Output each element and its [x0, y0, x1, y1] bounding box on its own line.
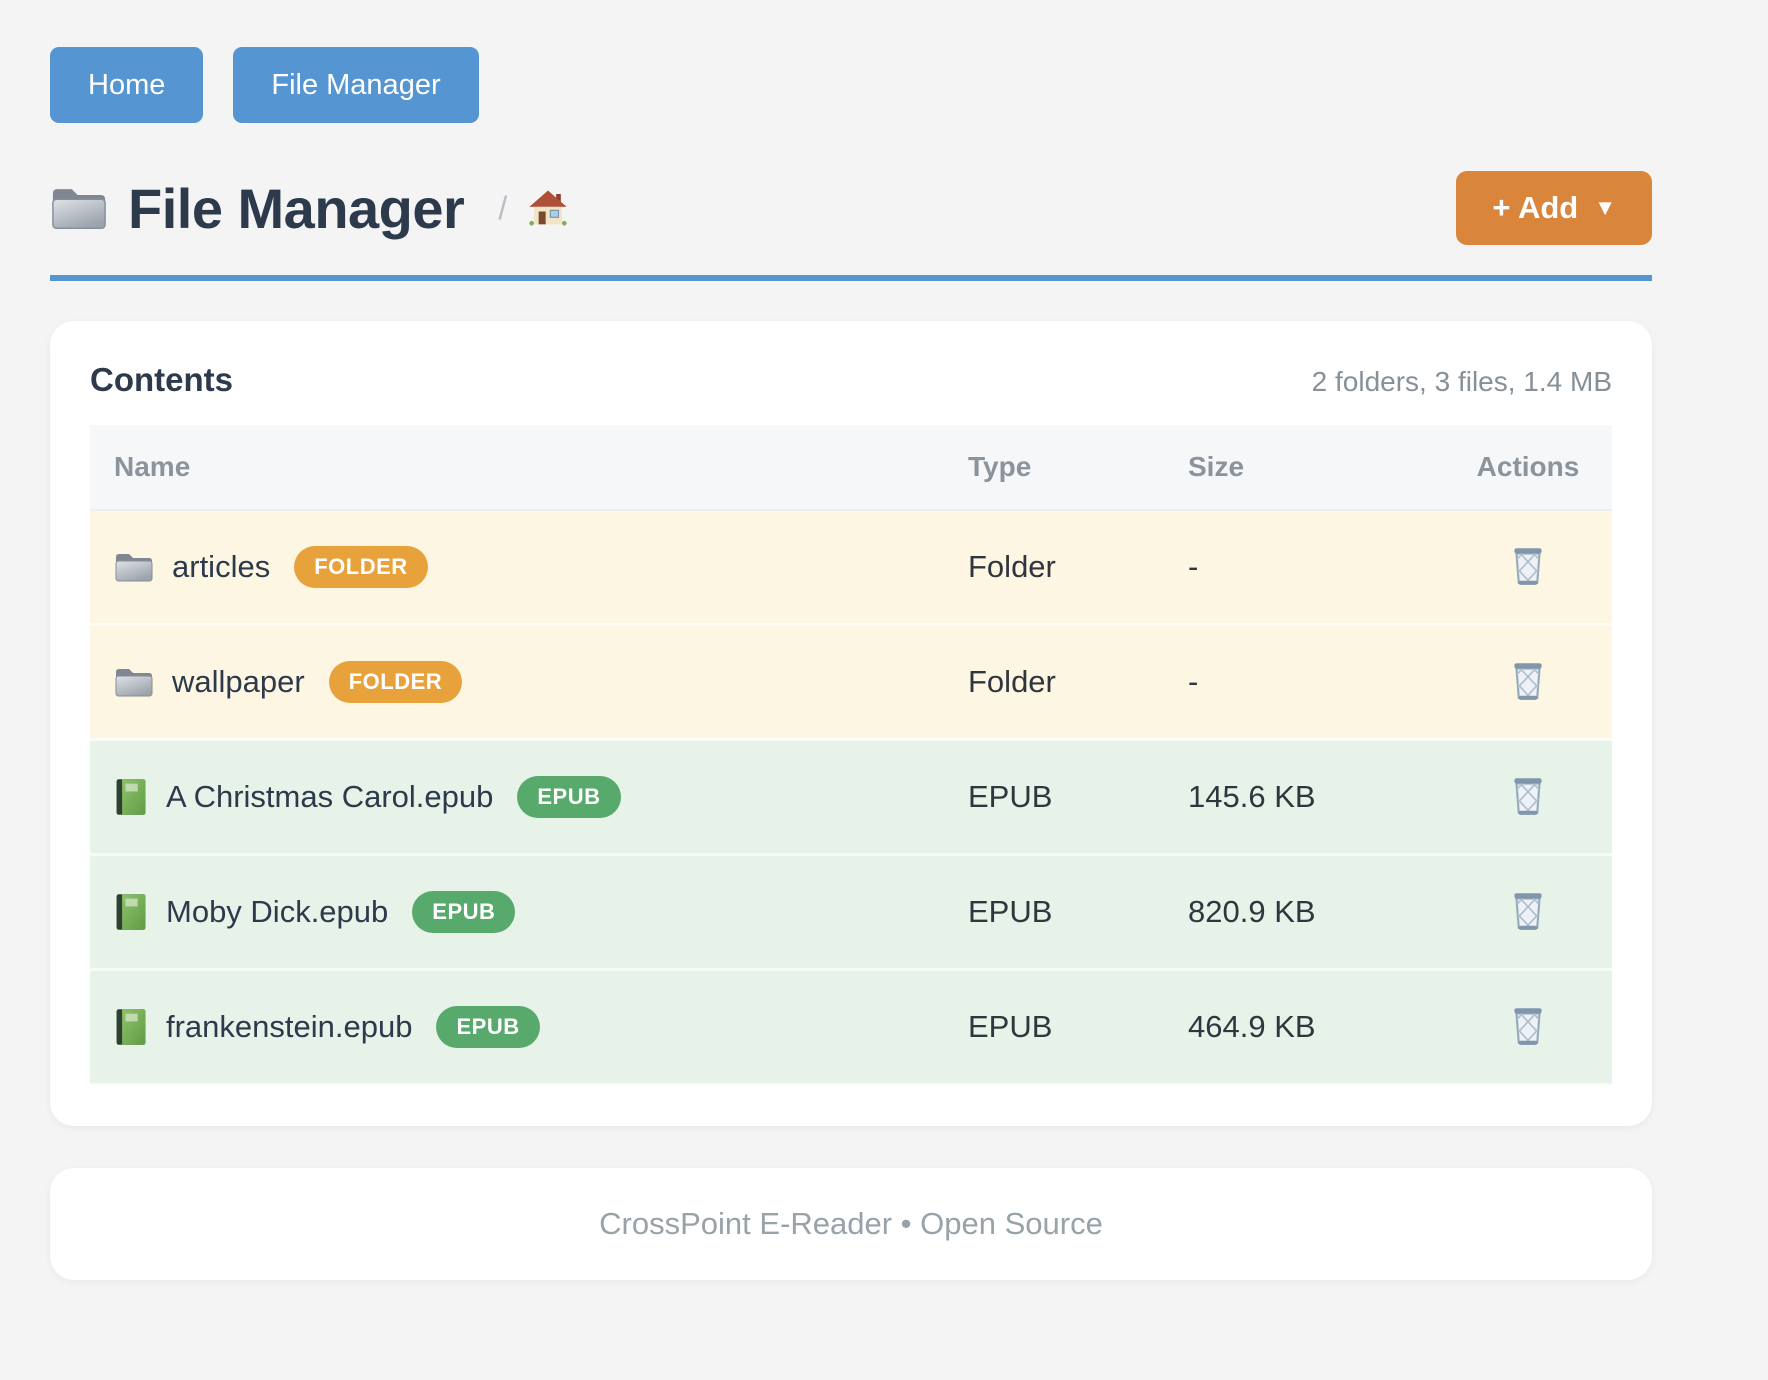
delete-button[interactable]	[1504, 539, 1552, 591]
type-badge: EPUB	[412, 891, 516, 933]
row-name[interactable]: wallpaper	[172, 664, 305, 699]
home-breadcrumb-icon[interactable]	[527, 188, 569, 228]
type-badge: EPUB	[517, 776, 621, 818]
type-cell-text: EPUB	[968, 779, 1053, 814]
folder-icon	[114, 665, 154, 699]
size-cell: 464.9 KB	[1164, 970, 1444, 1085]
type-badge: EPUB	[436, 1006, 540, 1048]
footer: CrossPoint E-Reader • Open Source	[50, 1168, 1652, 1280]
row-name[interactable]: A Christmas Carol.epub	[166, 779, 494, 814]
table-row[interactable]: Moby Dick.epub EPUB EPUB 820.9 KB	[90, 854, 1612, 970]
nav-file-manager-button[interactable]: File Manager	[233, 47, 479, 123]
row-name[interactable]: articles	[172, 549, 271, 584]
caret-down-icon: ▼	[1594, 195, 1616, 220]
add-button-label: + Add	[1492, 190, 1579, 225]
table-row[interactable]: A Christmas Carol.epub EPUB EPUB 145.6 K…	[90, 739, 1612, 855]
page-title: File Manager	[128, 176, 465, 240]
trash-icon	[1508, 888, 1548, 932]
table-row[interactable]: wallpaper FOLDER Folder -	[90, 624, 1612, 740]
size-cell-text: 145.6 KB	[1188, 779, 1316, 814]
type-cell: EPUB	[944, 740, 1164, 855]
add-button[interactable]: + Add ▼	[1456, 171, 1652, 245]
type-cell-text: Folder	[968, 549, 1056, 584]
type-cell: EPUB	[944, 970, 1164, 1085]
file-table: Name Type Size Actions articles FOLDER	[90, 425, 1612, 1086]
size-cell-text: 464.9 KB	[1188, 1009, 1316, 1044]
type-cell-text: Folder	[968, 664, 1056, 699]
type-cell: Folder	[944, 510, 1164, 625]
table-body: articles FOLDER Folder -	[90, 510, 1612, 1085]
delete-button[interactable]	[1504, 769, 1552, 821]
type-cell-text: EPUB	[968, 894, 1053, 929]
size-cell-text: 820.9 KB	[1188, 894, 1316, 929]
type-badge: FOLDER	[294, 546, 428, 588]
book-icon	[114, 777, 148, 817]
trash-icon	[1508, 543, 1548, 587]
book-icon	[114, 1007, 148, 1047]
size-cell: -	[1164, 510, 1444, 625]
header-divider	[50, 275, 1652, 281]
folder-icon	[114, 550, 154, 584]
type-cell-text: EPUB	[968, 1009, 1053, 1044]
column-header-size: Size	[1164, 425, 1444, 511]
delete-button[interactable]	[1504, 884, 1552, 936]
trash-icon	[1508, 658, 1548, 702]
size-cell: -	[1164, 625, 1444, 740]
page: Home File Manager File Manager /	[50, 0, 1652, 1280]
trash-icon	[1508, 773, 1548, 817]
page-header: File Manager / + Add ▼	[50, 171, 1652, 245]
size-cell-text: -	[1188, 549, 1199, 584]
delete-button[interactable]	[1504, 654, 1552, 706]
size-cell: 145.6 KB	[1164, 740, 1444, 855]
size-cell-text: -	[1188, 664, 1199, 699]
row-name[interactable]: frankenstein.epub	[166, 1009, 413, 1044]
contents-heading: Contents	[90, 361, 233, 398]
column-header-actions: Actions	[1444, 425, 1612, 511]
contents-summary: 2 folders, 3 files, 1.4 MB	[1311, 366, 1612, 397]
breadcrumb-separator: /	[498, 189, 508, 226]
size-cell: 820.9 KB	[1164, 855, 1444, 970]
book-icon	[114, 892, 148, 932]
table-row[interactable]: articles FOLDER Folder -	[90, 510, 1612, 625]
contents-card: Contents 2 folders, 3 files, 1.4 MB Name…	[50, 321, 1652, 1126]
column-header-type: Type	[944, 425, 1164, 511]
table-row[interactable]: frankenstein.epub EPUB EPUB 464.9 KB	[90, 969, 1612, 1085]
trash-icon	[1508, 1003, 1548, 1047]
nav-home-button[interactable]: Home	[50, 47, 204, 123]
delete-button[interactable]	[1504, 999, 1552, 1051]
footer-text: CrossPoint E-Reader • Open Source	[599, 1206, 1103, 1241]
type-badge: FOLDER	[328, 661, 463, 703]
type-cell: EPUB	[944, 855, 1164, 970]
folder-icon	[50, 183, 108, 233]
table-header-row: Name Type Size Actions	[90, 425, 1612, 511]
column-header-name: Name	[90, 425, 944, 511]
type-cell: Folder	[944, 625, 1164, 740]
top-nav: Home File Manager	[50, 0, 1652, 123]
row-name[interactable]: Moby Dick.epub	[166, 894, 389, 929]
